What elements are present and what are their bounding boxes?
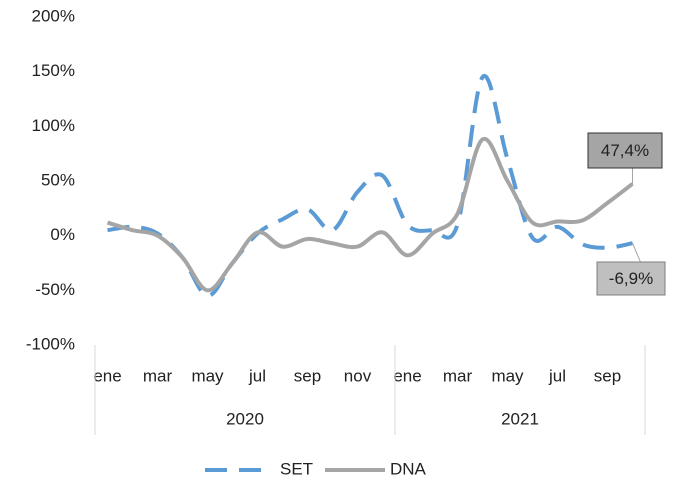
x-tick-label: mar bbox=[143, 366, 173, 385]
x-tick-label: mar bbox=[443, 366, 473, 385]
y-tick-label: 200% bbox=[32, 6, 75, 25]
x-tick-label: may bbox=[191, 366, 224, 385]
group-label: 2021 bbox=[501, 409, 539, 428]
y-tick-label: 100% bbox=[32, 116, 75, 135]
y-tick-label: 150% bbox=[32, 61, 75, 80]
legend-label: DNA bbox=[390, 459, 427, 478]
x-tick-label: may bbox=[491, 366, 524, 385]
label-leader bbox=[632, 243, 641, 263]
data-label: 47,4% bbox=[601, 141, 649, 160]
data-label: -6,9% bbox=[609, 269, 653, 288]
x-tick-label: ene bbox=[93, 366, 121, 385]
data-line bbox=[106, 137, 634, 293]
group-label: 2020 bbox=[226, 409, 264, 428]
x-tick-label: sep bbox=[594, 366, 621, 385]
data-label-box bbox=[596, 261, 666, 296]
x-tick-label: nov bbox=[344, 366, 372, 385]
x-tick-label: jul bbox=[248, 366, 266, 385]
y-tick-label: -50% bbox=[35, 280, 75, 299]
y-tick-label: -100% bbox=[26, 334, 75, 353]
x-tick-label: ene bbox=[393, 366, 421, 385]
data-label-box bbox=[587, 132, 663, 169]
y-tick-label: 0% bbox=[50, 225, 75, 244]
y-tick-label: 50% bbox=[41, 170, 75, 189]
legend-label: SET bbox=[280, 459, 313, 478]
data-line bbox=[107, 73, 633, 298]
x-tick-label: jul bbox=[548, 366, 566, 385]
x-tick-label: sep bbox=[294, 366, 321, 385]
